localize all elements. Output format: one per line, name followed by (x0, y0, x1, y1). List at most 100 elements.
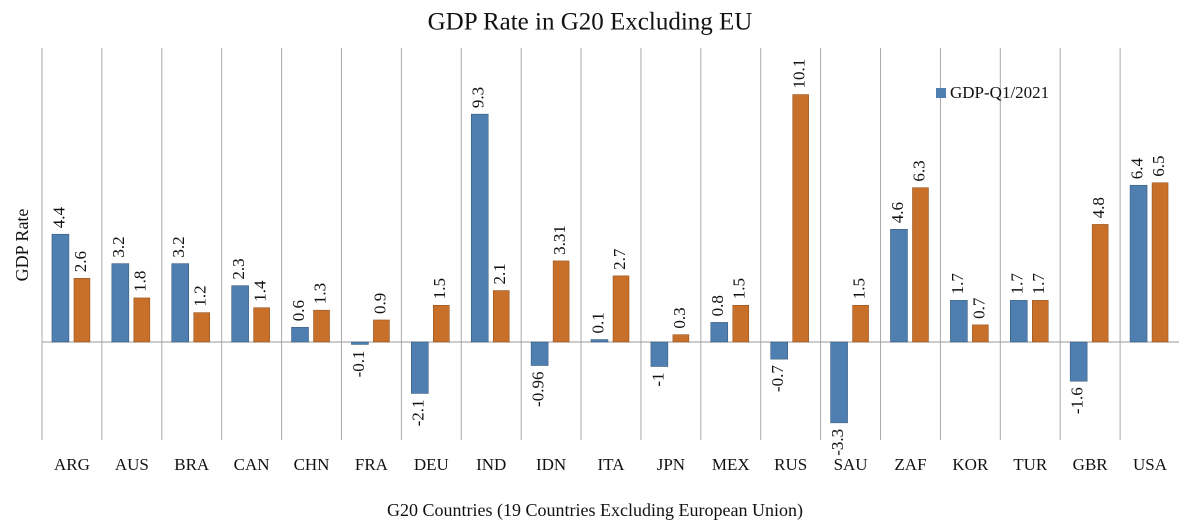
chart-title: GDP Rate in G20 Excluding EU (428, 9, 753, 36)
bar (650, 341, 669, 367)
value-label: -2.1 (409, 399, 428, 426)
bar (710, 322, 729, 343)
x-tick-label: TUR (1013, 455, 1048, 474)
bar (672, 334, 690, 343)
value-label: -0.7 (768, 365, 787, 392)
bar (253, 307, 270, 343)
x-tick-label: RUS (774, 455, 807, 474)
x-tick-label: USA (1133, 455, 1168, 474)
x-tick-label: JPN (657, 455, 685, 474)
value-label: -3.3 (828, 429, 847, 456)
bar (231, 285, 249, 343)
value-label: 1.5 (730, 278, 749, 299)
bar (972, 324, 989, 343)
legend-label: GDP-Q1/2021 (950, 83, 1049, 102)
y-axis-label: GDP Rate (12, 209, 32, 282)
bar (492, 290, 510, 343)
value-label: -1.6 (1068, 387, 1087, 414)
bar (51, 233, 70, 343)
bar (171, 263, 189, 343)
bar (1069, 341, 1088, 382)
value-label: 1.7 (1008, 273, 1027, 295)
x-tick-label: ARG (54, 455, 90, 474)
value-label: 6.4 (1127, 157, 1146, 179)
bar (111, 263, 130, 343)
bar (193, 312, 210, 343)
value-label: 3.31 (550, 225, 569, 255)
bar (852, 305, 869, 343)
bar (351, 341, 369, 345)
value-label: 1.7 (948, 273, 967, 295)
bar (433, 305, 450, 343)
value-label: 1.2 (191, 285, 210, 306)
bar (950, 300, 968, 343)
value-label: 1.5 (430, 278, 449, 299)
value-label: 0.8 (708, 295, 727, 316)
bar (612, 275, 630, 343)
x-tick-label: SAU (834, 455, 868, 474)
bar (1151, 182, 1169, 343)
value-label: 9.3 (469, 87, 488, 108)
bar (373, 319, 390, 343)
value-label: -1 (648, 373, 667, 387)
value-label: 1.8 (131, 271, 150, 292)
value-label: 10.1 (790, 59, 809, 89)
value-label: 3.2 (109, 236, 128, 257)
bar (1129, 184, 1148, 343)
value-label: 6.5 (1149, 156, 1168, 177)
value-label: 2.6 (71, 251, 90, 272)
value-label: 0.1 (588, 312, 607, 333)
value-label: 1.7 (1029, 273, 1048, 295)
bar (313, 309, 330, 343)
bar (792, 94, 809, 343)
bar (912, 187, 929, 343)
bar (830, 341, 848, 424)
bar (590, 339, 609, 343)
value-label: -0.1 (349, 350, 368, 377)
value-label: -0.96 (529, 372, 548, 407)
bar (890, 229, 908, 343)
value-label: 6.3 (909, 160, 928, 181)
bar (411, 341, 429, 394)
x-tick-label: BRA (174, 455, 210, 474)
value-label: 3.2 (169, 236, 188, 257)
x-tick-label: CAN (234, 455, 270, 474)
legend-swatch (936, 88, 946, 98)
x-tick-label: FRA (355, 455, 389, 474)
bar (552, 260, 570, 343)
x-tick-label: ITA (598, 455, 626, 474)
bar (1032, 300, 1049, 343)
x-tick-label: DEU (414, 455, 449, 474)
value-label: 2.3 (229, 258, 248, 279)
bar (732, 305, 750, 343)
bar (530, 341, 549, 366)
bar (291, 327, 309, 343)
x-tick-label: IND (476, 455, 506, 474)
bar (770, 341, 788, 360)
bar (470, 113, 489, 343)
x-tick-label: MEX (712, 455, 750, 474)
value-label: 1.4 (251, 280, 270, 302)
x-tick-label: ZAF (894, 455, 926, 474)
value-label: 4.4 (49, 206, 68, 228)
value-label: 1.3 (310, 283, 329, 304)
value-label: 0.3 (670, 307, 689, 328)
x-tick-label: AUS (115, 455, 149, 474)
bar (73, 278, 91, 343)
value-label: 4.8 (1089, 197, 1108, 218)
value-label: 0.7 (969, 297, 988, 319)
bar (1091, 224, 1109, 343)
bar (1010, 300, 1028, 343)
x-tick-label: CHN (294, 455, 330, 474)
bar (133, 297, 151, 343)
value-label: 2.1 (490, 263, 509, 284)
x-tick-label: KOR (952, 455, 989, 474)
value-label: 2.7 (610, 248, 629, 270)
value-label: 4.6 (888, 202, 907, 223)
value-label: 1.5 (849, 278, 868, 299)
x-tick-label: IDN (536, 455, 566, 474)
x-tick-label: GBR (1073, 455, 1109, 474)
value-label: 0.6 (289, 300, 308, 321)
value-label: 0.9 (370, 293, 389, 314)
